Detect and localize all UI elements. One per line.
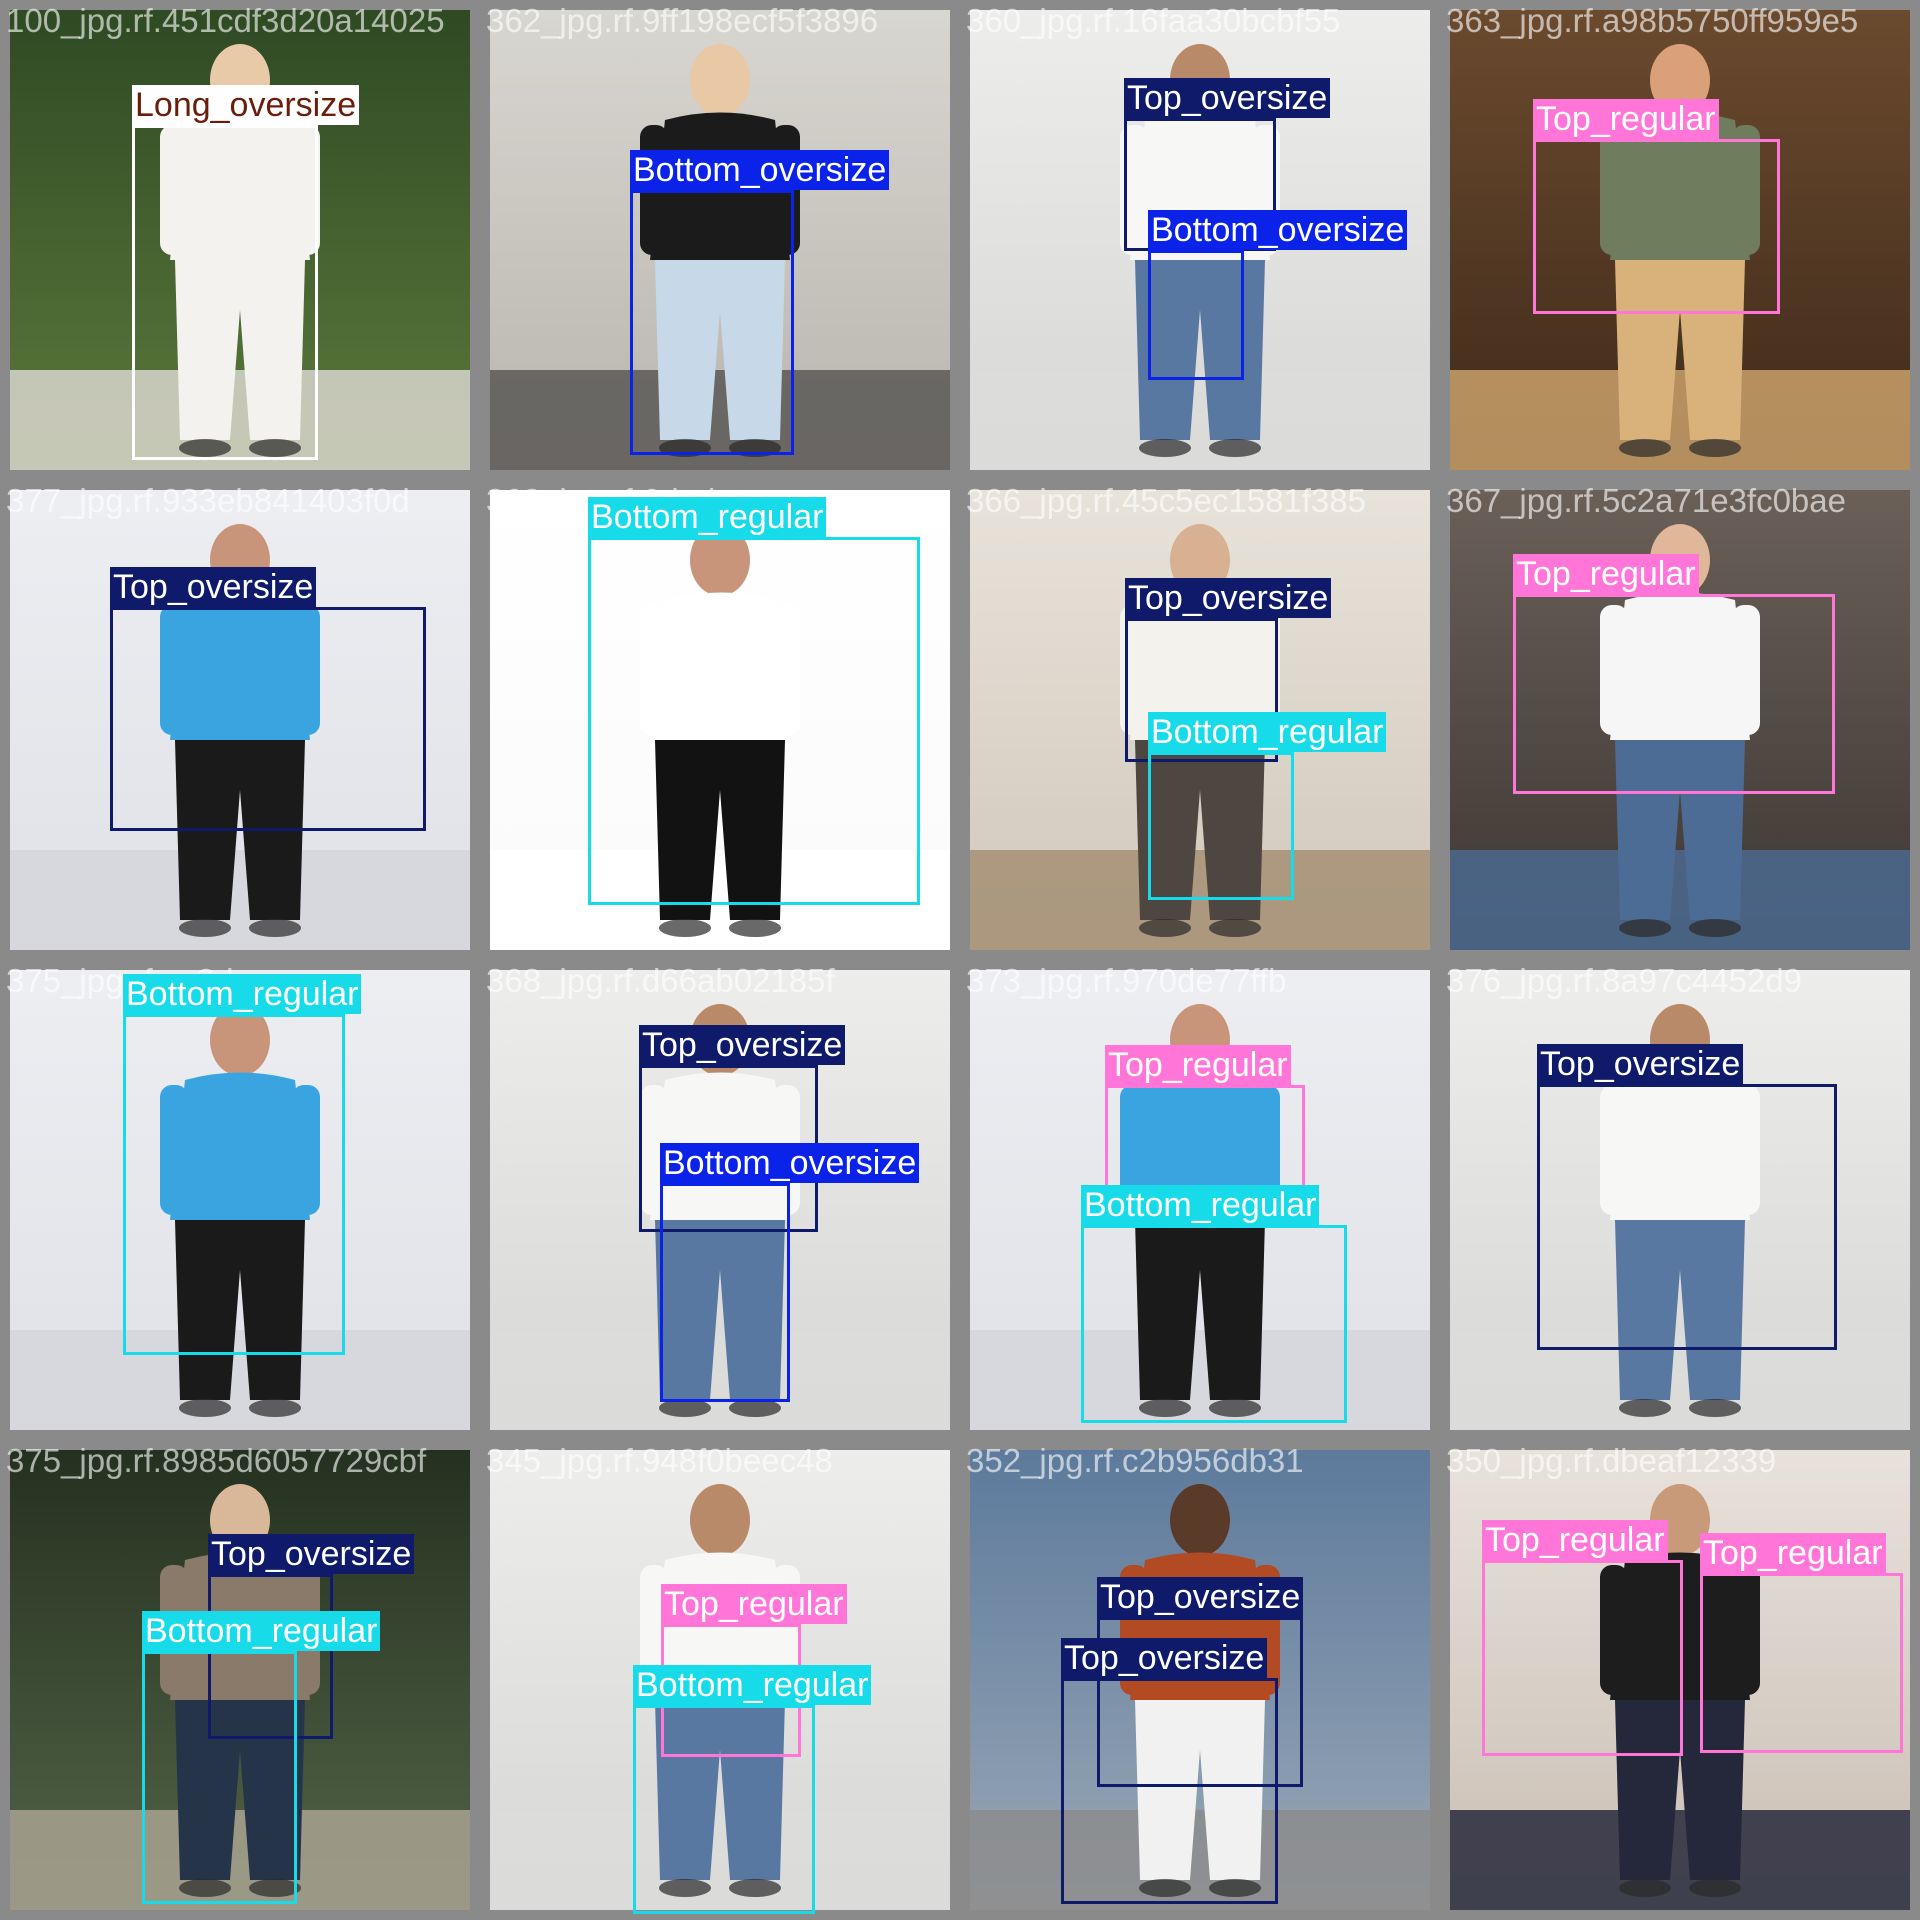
grid-tile: 360_jpg.rf.16faa30bcbf55 Top_oversize Bott… <box>960 0 1440 480</box>
grid-tile: 363_jpg.rf.a98b5750ff959e5 Top_regular <box>1440 0 1920 480</box>
grid-tile: 352_jpg.rf.c2b956db31 Top_oversize Top_ove… <box>960 1440 1440 1920</box>
grid-tile: 100_jpg.rf.451cdf3d20a14025 Long_oversize <box>0 0 480 480</box>
bounding-box <box>1105 1085 1305 1197</box>
class-label: Top_regular <box>1105 1045 1291 1085</box>
grid-tile: 368_jpg.rf.6dadBottom_regular <box>480 480 960 960</box>
bounding-box <box>1537 1084 1837 1350</box>
class-label: Top_oversize <box>1124 78 1330 118</box>
class-label: Top_regular <box>1482 1520 1668 1560</box>
bounding-box <box>1148 250 1244 380</box>
grid-tile: 375_jpg.rf.ce3d Bottom_regular <box>0 960 480 1440</box>
bounding-box <box>132 125 318 460</box>
bounding-box <box>633 1705 815 1914</box>
class-label: Bottom_oversize <box>660 1143 919 1183</box>
bounding-box <box>123 1014 345 1355</box>
grid-tile: 367_jpg.rf.5c2a71e3fc0bae Top_regular <box>1440 480 1920 960</box>
bounding-box <box>142 1651 297 1904</box>
class-label: Top_oversize <box>1537 1044 1743 1084</box>
class-label: Bottom_regular <box>1148 712 1386 752</box>
bounding-box <box>630 190 794 455</box>
grid-tile: 362_jpg.rf.9ff198ecf5f3896 Bottom_oversiz… <box>480 0 960 480</box>
bounding-box <box>1061 1678 1278 1904</box>
class-label: Top_oversize <box>110 567 316 607</box>
grid-tile: 375_jpg.rf.8985d6057729cbf Top_oversize Bo… <box>0 1440 480 1920</box>
bounding-box <box>1513 594 1835 794</box>
class-label: Bottom_oversize <box>630 150 889 190</box>
class-label: Top_oversize <box>1061 1638 1267 1678</box>
bounding-box <box>110 607 426 831</box>
class-label: Bottom_regular <box>142 1611 380 1651</box>
class-label: Top_regular <box>1700 1533 1886 1573</box>
class-label: Bottom_regular <box>588 497 826 537</box>
bounding-box <box>588 537 920 905</box>
class-label: Top_oversize <box>1097 1577 1303 1617</box>
class-label: Top_regular <box>1513 554 1699 594</box>
grid-tile: 376_jpg.rf.8a97c4452d9 Top_oversize <box>1440 960 1920 1440</box>
grid-tile: 373_jpg.rf.970de77ffb Top_regular Bottom_r… <box>960 960 1440 1440</box>
grid-tile: 368_jpg.rf.d66ab02185f Top_oversize Bottom… <box>480 960 960 1440</box>
bounding-box <box>1482 1560 1683 1756</box>
bounding-box <box>1148 752 1294 900</box>
grid-tile: 350_jpg.rf.dbeaf12339 Top_regular Top_regu… <box>1440 1440 1920 1920</box>
class-label: Bottom_oversize <box>1148 210 1407 250</box>
class-label: Long_oversize <box>132 85 359 125</box>
class-label: Bottom_regular <box>633 1665 871 1705</box>
grid-tile: 366_jpg.rf.45c5ec1581f385 Top_oversize Bot… <box>960 480 1440 960</box>
bounding-box <box>1081 1225 1347 1423</box>
class-label: Bottom_regular <box>1081 1185 1319 1225</box>
grid-tile: 345_jpg.rf.948f0beec48 Top_regular Bottom_… <box>480 1440 960 1920</box>
class-label: Top_regular <box>661 1584 847 1624</box>
class-label: Top_oversize <box>1125 578 1331 618</box>
bounding-box <box>1533 139 1780 314</box>
class-label: Top_regular <box>1533 99 1719 139</box>
grid-tile: 377_jpg.rf.933eb841403f0d Top_oversize <box>0 480 480 960</box>
class-label: Top_oversize <box>639 1025 845 1065</box>
class-label: Bottom_regular <box>123 974 361 1014</box>
bounding-box <box>1700 1573 1903 1753</box>
bounding-box <box>660 1183 790 1402</box>
class-label: Top_oversize <box>208 1534 414 1574</box>
